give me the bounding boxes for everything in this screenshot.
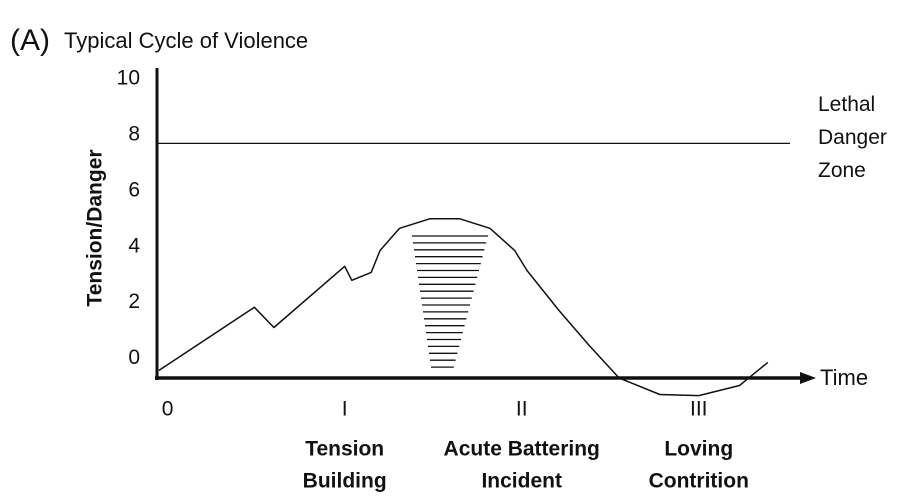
- y-tick-label: 0: [128, 346, 140, 369]
- phase-label: Building: [303, 470, 387, 493]
- chart-title: Typical Cycle of Violence: [64, 28, 308, 53]
- y-tick-label: 6: [128, 178, 140, 201]
- y-tick-label: 10: [117, 67, 140, 90]
- phase-label: Incident: [481, 470, 562, 493]
- y-tick-label: 2: [128, 290, 140, 313]
- phase-label: Tension: [305, 438, 384, 461]
- phase-label: Contrition: [649, 470, 749, 493]
- y-tick-label: 8: [128, 123, 140, 146]
- threshold-label: Lethal: [818, 93, 875, 116]
- x-tick-label: I: [342, 398, 348, 421]
- x-axis-label: Time: [820, 365, 868, 390]
- phase-label: Acute Battering: [444, 438, 600, 461]
- x-tick-label: III: [690, 398, 708, 421]
- threshold-label: Danger: [818, 126, 887, 149]
- panel-label: (A): [10, 24, 50, 57]
- x-tick-label: II: [516, 398, 528, 421]
- y-tick-label: 4: [128, 234, 140, 257]
- phase-label: Loving: [664, 438, 733, 461]
- x-axis-arrow: [800, 372, 816, 384]
- cycle-curve: [158, 218, 769, 397]
- y-axis-label: Tension/Danger: [84, 149, 107, 306]
- threshold-label: Zone: [818, 159, 866, 182]
- x-tick-label: 0: [162, 398, 174, 421]
